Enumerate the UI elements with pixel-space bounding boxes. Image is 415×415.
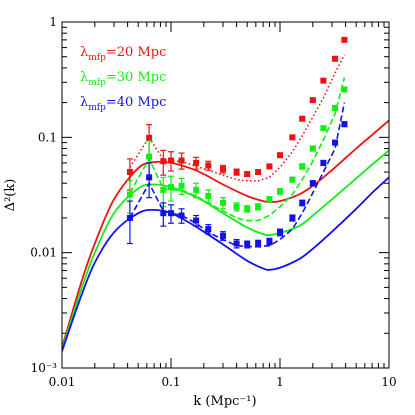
model-curve (62, 176, 389, 352)
x-tick-label: 1 (276, 375, 284, 389)
fit-line (129, 77, 346, 222)
data-point (233, 203, 240, 210)
series-group (62, 77, 389, 350)
data-point (220, 199, 227, 206)
data-point (205, 162, 212, 169)
data-point (320, 159, 327, 166)
legend-entry: λmfp=30 Mpc (80, 70, 166, 88)
data-point (160, 210, 167, 217)
data-point (233, 169, 240, 176)
model-curve (62, 119, 389, 348)
data-point (220, 166, 227, 173)
data-point (244, 171, 251, 178)
data-point (205, 226, 212, 233)
data-point (126, 169, 133, 176)
data-point (126, 214, 133, 221)
y-tick-label: 0.01 (30, 246, 57, 260)
data-point (299, 163, 306, 170)
data-point (266, 163, 273, 170)
data-point (193, 186, 200, 193)
legend: λmfp=20 Mpc λmfp=30 Mpc λmfp=40 Mpc (80, 45, 166, 113)
x-axis-label: k (Mpc⁻¹) (193, 394, 256, 409)
data-point (146, 174, 153, 181)
y-tick-label: 1 (49, 15, 57, 29)
data-point (277, 229, 283, 236)
y-tick-label: 10⁻³ (31, 361, 58, 375)
data-point (168, 157, 174, 164)
data-point (160, 158, 167, 165)
data-point (255, 169, 262, 176)
data-point (146, 134, 153, 141)
data-point (332, 139, 339, 146)
tick-marks (61, 22, 389, 369)
series-group (62, 102, 389, 352)
data-point (341, 86, 348, 93)
data-point (320, 125, 327, 132)
data-point (309, 97, 316, 104)
data-point (160, 186, 167, 193)
data-point (126, 191, 133, 198)
data-point (309, 180, 316, 187)
data-point (168, 184, 174, 191)
x-tick-label: 0.01 (49, 375, 76, 389)
legend-entry: λmfp=20 Mpc (80, 45, 166, 63)
data-point (277, 188, 283, 195)
plot-frame (61, 21, 390, 369)
data-point (220, 232, 227, 239)
data-point (255, 203, 262, 210)
data-point (332, 55, 339, 62)
y-axis-label: Δ²(k) (3, 179, 18, 212)
data-point (178, 212, 185, 219)
y-tick-label: 0.1 (38, 130, 57, 144)
data-point (341, 36, 348, 43)
legend-entry: λmfp=40 Mpc (80, 95, 166, 113)
data-point (178, 182, 185, 189)
x-tick-label: 0.1 (161, 375, 180, 389)
series-group (62, 36, 389, 348)
data-point (178, 157, 185, 164)
data-point (146, 153, 153, 160)
data-point (244, 205, 251, 212)
data-point (299, 199, 306, 206)
data-point (193, 159, 200, 166)
data-point (233, 240, 240, 247)
data-point (320, 77, 327, 84)
plot-area (62, 36, 389, 352)
data-point (289, 176, 296, 183)
fit-line (129, 54, 346, 182)
data-point (341, 121, 348, 128)
x-tick-label: 10 (381, 375, 396, 389)
data-point (266, 196, 273, 203)
data-point (244, 241, 251, 248)
data-point (266, 238, 273, 245)
data-point (277, 152, 283, 159)
data-point (332, 104, 339, 111)
data-point (299, 115, 306, 122)
data-point (255, 240, 262, 247)
data-point (205, 193, 212, 199)
data-point (168, 210, 174, 217)
data-point (193, 217, 200, 224)
data-point (289, 214, 296, 221)
model-curve (62, 149, 389, 350)
data-point (289, 134, 296, 141)
data-point (309, 145, 316, 152)
